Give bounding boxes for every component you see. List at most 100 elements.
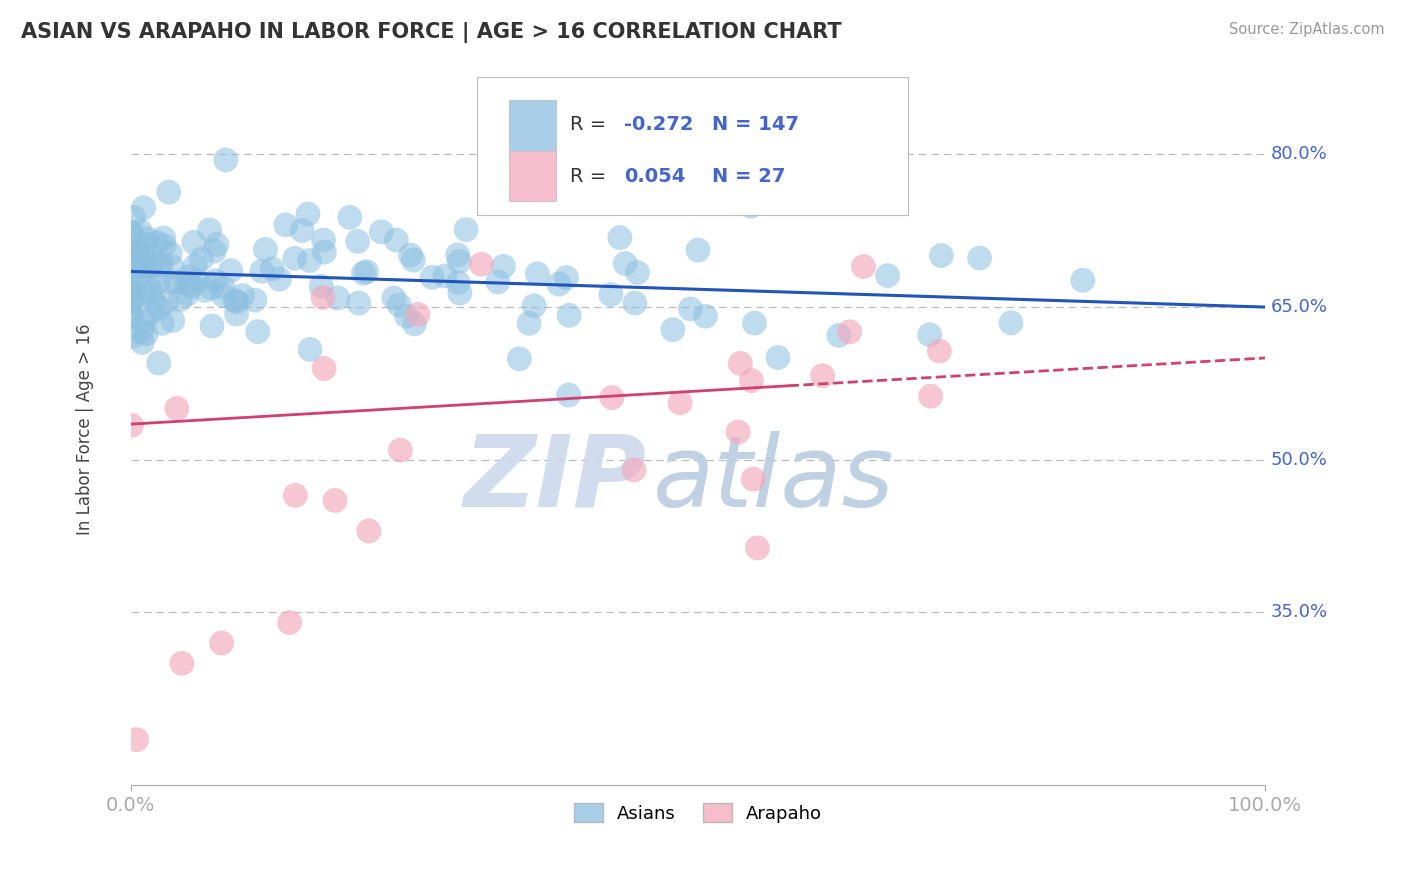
Point bbox=[129, 251, 152, 265]
Point bbox=[312, 233, 335, 247]
Point bbox=[250, 264, 273, 278]
Point bbox=[138, 307, 160, 321]
Point bbox=[740, 199, 762, 213]
Point bbox=[357, 524, 380, 538]
Point bbox=[176, 277, 198, 291]
Point bbox=[492, 260, 515, 274]
Point bbox=[420, 270, 443, 285]
Point bbox=[162, 260, 184, 274]
Point bbox=[148, 300, 170, 314]
Point bbox=[1000, 316, 1022, 330]
Point bbox=[120, 270, 142, 285]
Point bbox=[456, 222, 478, 236]
Point bbox=[120, 263, 142, 277]
Point bbox=[149, 257, 172, 271]
Point bbox=[347, 296, 370, 310]
Text: 35.0%: 35.0% bbox=[1271, 603, 1327, 622]
Point bbox=[920, 389, 942, 403]
Point bbox=[470, 257, 492, 271]
Point bbox=[127, 247, 149, 261]
Point bbox=[131, 260, 153, 274]
Point bbox=[136, 279, 159, 293]
Point bbox=[211, 636, 233, 650]
Point bbox=[312, 291, 335, 305]
Point bbox=[225, 294, 247, 309]
Point bbox=[134, 248, 156, 262]
Point bbox=[918, 327, 941, 342]
Point bbox=[121, 248, 143, 262]
Point bbox=[132, 315, 155, 329]
Point bbox=[669, 396, 692, 410]
Point bbox=[139, 260, 162, 275]
Point bbox=[828, 328, 851, 343]
Point bbox=[284, 488, 307, 502]
Point bbox=[224, 293, 246, 308]
Point bbox=[742, 472, 765, 486]
Point bbox=[609, 230, 631, 244]
FancyBboxPatch shape bbox=[509, 100, 557, 150]
Legend: Asians, Arapaho: Asians, Arapaho bbox=[567, 796, 830, 830]
Point bbox=[600, 391, 623, 405]
Point bbox=[141, 259, 163, 273]
Point bbox=[555, 270, 578, 285]
Point bbox=[162, 313, 184, 327]
Text: ASIAN VS ARAPAHO IN LABOR FORCE | AGE > 16 CORRELATION CHART: ASIAN VS ARAPAHO IN LABOR FORCE | AGE > … bbox=[21, 22, 842, 44]
Point bbox=[395, 309, 418, 323]
Point bbox=[314, 361, 336, 376]
Point bbox=[176, 287, 198, 301]
Point bbox=[446, 248, 468, 262]
Point bbox=[200, 281, 222, 295]
Point bbox=[225, 307, 247, 321]
Point bbox=[298, 253, 321, 268]
Point bbox=[766, 351, 789, 365]
Point bbox=[730, 356, 752, 370]
Point bbox=[125, 256, 148, 270]
Point bbox=[274, 218, 297, 232]
Point bbox=[148, 356, 170, 370]
Point bbox=[449, 254, 471, 268]
Point bbox=[124, 286, 146, 301]
Point bbox=[120, 295, 142, 310]
Point bbox=[125, 240, 148, 254]
Text: ZIP: ZIP bbox=[464, 431, 647, 527]
Point bbox=[150, 317, 173, 331]
Text: N = 147: N = 147 bbox=[711, 115, 799, 135]
Text: 0.054: 0.054 bbox=[624, 167, 686, 186]
Text: R =: R = bbox=[569, 115, 613, 135]
Text: -0.272: -0.272 bbox=[624, 115, 693, 135]
Point bbox=[1071, 273, 1094, 287]
Point bbox=[406, 307, 429, 321]
Point bbox=[169, 293, 191, 307]
Point bbox=[184, 259, 207, 273]
Point bbox=[811, 368, 834, 383]
Point bbox=[183, 235, 205, 250]
Point bbox=[558, 309, 581, 323]
Point bbox=[139, 285, 162, 299]
Point bbox=[246, 325, 269, 339]
Point bbox=[385, 233, 408, 247]
Point bbox=[122, 246, 145, 260]
Point bbox=[122, 211, 145, 225]
Point bbox=[262, 261, 284, 276]
Point bbox=[548, 277, 571, 292]
Point bbox=[679, 301, 702, 316]
Point bbox=[129, 224, 152, 238]
Point bbox=[131, 324, 153, 338]
Point bbox=[269, 272, 291, 286]
Point bbox=[135, 260, 157, 274]
Text: In Labor Force | Age > 16: In Labor Force | Age > 16 bbox=[76, 324, 94, 535]
Text: N = 27: N = 27 bbox=[711, 167, 785, 186]
Point bbox=[146, 275, 169, 289]
Point bbox=[120, 293, 142, 307]
Point bbox=[744, 316, 766, 330]
Point bbox=[186, 274, 208, 288]
Point bbox=[370, 225, 392, 239]
Point bbox=[120, 285, 142, 299]
Point bbox=[157, 185, 180, 199]
Point bbox=[135, 237, 157, 252]
Point bbox=[278, 615, 301, 630]
Point bbox=[215, 153, 238, 167]
Point bbox=[202, 244, 225, 258]
Point bbox=[662, 322, 685, 336]
Point bbox=[838, 325, 860, 339]
